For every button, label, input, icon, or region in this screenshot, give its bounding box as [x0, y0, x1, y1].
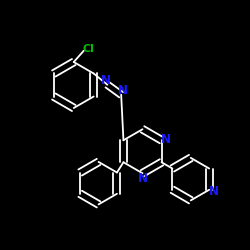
Text: N: N — [161, 133, 171, 146]
Text: Cl: Cl — [82, 44, 94, 54]
Text: N: N — [100, 74, 110, 87]
Text: N: N — [118, 84, 128, 97]
Text: N: N — [209, 185, 219, 198]
Text: N: N — [138, 172, 147, 185]
